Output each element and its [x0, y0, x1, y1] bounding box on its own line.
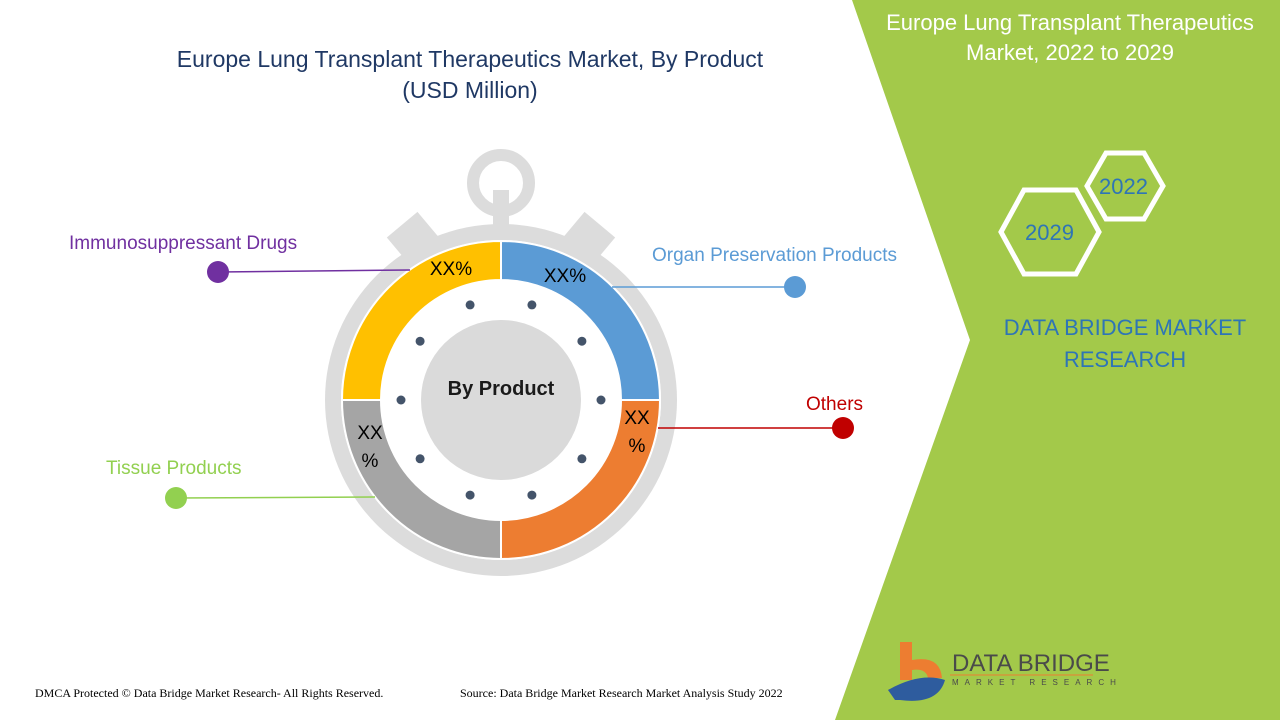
- marker-others: [832, 417, 854, 439]
- copyright-footer: DMCA Protected © Data Bridge Market Rese…: [35, 686, 384, 700]
- dial-dot: [577, 336, 587, 346]
- legend-immunosuppressant-drugs: Immunosuppressant Drugs: [69, 233, 298, 254]
- dial-dot: [415, 454, 425, 464]
- dial-dot: [527, 300, 537, 310]
- marker-tissue: [165, 487, 187, 509]
- dial-dot: [527, 490, 537, 500]
- year-start: 2022: [1099, 174, 1148, 199]
- brand-text: DATA BRIDGE MARKET RESEARCH: [1003, 315, 1247, 372]
- dial-dot: [465, 300, 475, 310]
- leader-immunosuppressant: [217, 269, 411, 273]
- value-label-tissue: XX %: [357, 423, 383, 472]
- subtitle-line: (USD Million): [402, 77, 538, 103]
- marker-organ-preservation: [784, 276, 806, 298]
- marker-immunosuppressant: [207, 261, 229, 283]
- dial-dot: [465, 490, 475, 500]
- green-side-panel: [835, 0, 1280, 720]
- legend-tissue-products: Tissue Products: [106, 458, 242, 479]
- hexagon-2029: [998, 187, 1102, 277]
- dial-dot: [415, 336, 425, 346]
- leader-lines: [165, 261, 854, 509]
- legend-others: Others: [806, 394, 864, 415]
- year-end: 2029: [1025, 220, 1074, 245]
- hexagon-2022: [1084, 150, 1166, 222]
- value-label-immunosuppressant: XX%: [429, 259, 473, 280]
- logo-subtext: MARKET RESEARCH: [952, 678, 1122, 687]
- value-label-others: XX %: [624, 408, 650, 457]
- center-circle: [421, 320, 581, 480]
- dial-dot: [396, 395, 406, 405]
- leader-tissue: [175, 496, 376, 499]
- dial-dots: [396, 300, 606, 500]
- side-panel-title: Europe Lung Transplant Therapeutics Mark…: [886, 10, 1254, 65]
- center-label: By Product: [447, 378, 555, 400]
- chart-title: Europe Lung Transplant Therapeutics Mark…: [130, 44, 810, 106]
- legend-organ-preservation-products: Organ Preservation Products: [652, 245, 898, 266]
- logo-icon: [888, 642, 945, 701]
- logo-text: DATA BRIDGE: [952, 650, 1110, 677]
- donut-chart: [340, 239, 662, 561]
- dial-dot: [596, 395, 606, 405]
- source-footer: Source: Data Bridge Market Research Mark…: [460, 686, 783, 700]
- donut-segment-immunosuppressant-drugs: [340, 239, 502, 401]
- value-label-organ-preservation: XX%: [543, 266, 587, 287]
- title-line: Europe Lung Transplant Therapeutics Mark…: [176, 46, 764, 72]
- dial-dot: [577, 454, 587, 464]
